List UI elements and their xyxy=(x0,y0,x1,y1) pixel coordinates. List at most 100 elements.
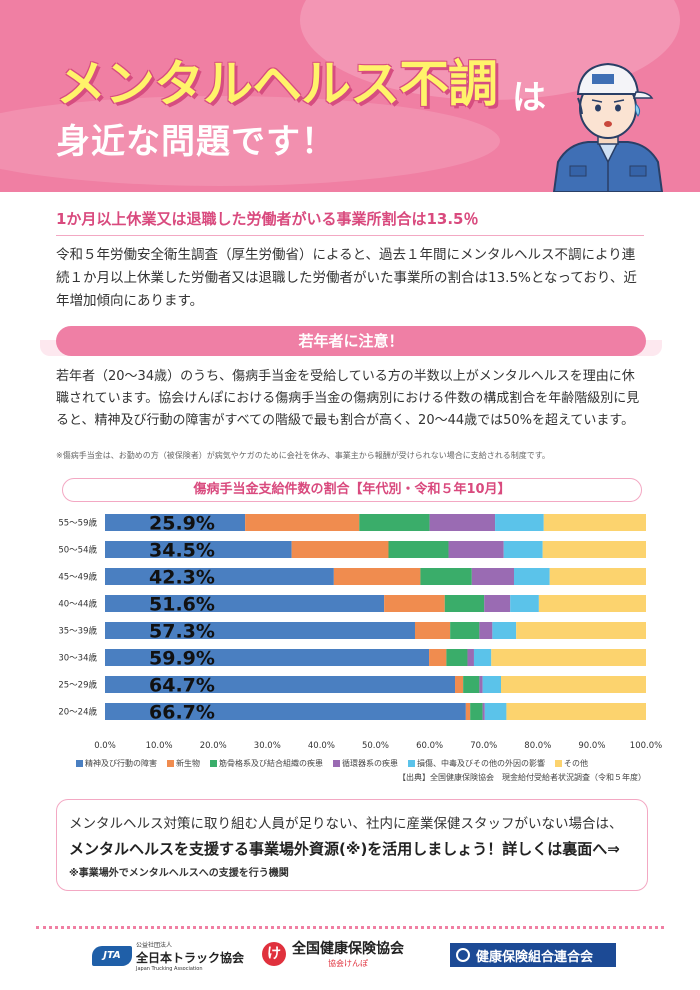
data-label: 59.9% xyxy=(149,648,215,670)
category-label: 50～54歳 xyxy=(58,545,97,556)
bar-segment xyxy=(482,703,485,720)
bar-segment xyxy=(448,541,504,558)
page-title: メンタルヘルス不調 xyxy=(56,55,498,113)
jta-logo: JTA 公益社団法人 全日本トラック協会 Japan Trucking Asso… xyxy=(92,940,244,972)
category-label: 20～24歳 xyxy=(58,707,97,718)
legend-swatch xyxy=(76,760,83,767)
data-label: 51.6% xyxy=(149,594,215,616)
bar-segment xyxy=(503,541,543,558)
bar-segment xyxy=(484,595,511,612)
bar-segment xyxy=(506,703,646,720)
dotted-divider xyxy=(36,926,664,929)
jta-mark-icon: JTA xyxy=(92,946,132,966)
kyokai-mark-icon: け xyxy=(262,941,286,966)
bar-segment xyxy=(470,703,483,720)
x-tick-label: 60.0% xyxy=(416,741,443,751)
page-title-particle: は xyxy=(512,78,546,118)
bar-segment xyxy=(359,514,430,531)
bar-segment xyxy=(105,649,430,666)
bar-segment xyxy=(471,568,514,585)
kyokai-name: 全国健康保険協会 xyxy=(292,941,404,957)
bar-segment xyxy=(455,676,464,693)
x-tick-label: 100.0% xyxy=(630,741,662,751)
legend-item: 循環器系の疾患 xyxy=(333,758,398,769)
bar-segment xyxy=(549,568,646,585)
data-label: 57.3% xyxy=(149,621,215,643)
bar-segment xyxy=(516,622,646,639)
bar-segment xyxy=(105,622,415,639)
bar-segment xyxy=(333,568,421,585)
x-tick-label: 80.0% xyxy=(524,741,551,751)
category-label: 25～29歳 xyxy=(58,680,97,691)
bar-segment xyxy=(105,703,466,720)
intro-paragraph: 令和５年労働安全衛生調査（厚生労働省）によると、過去１年間にメンタルヘルス不調に… xyxy=(56,247,637,309)
kyokai-sub: 協会けんぽ xyxy=(328,959,368,968)
bar-segment xyxy=(420,568,472,585)
legend-label: 損傷、中毒及びその他の外因の影響 xyxy=(417,759,545,768)
legend-swatch xyxy=(167,760,174,767)
header-wave xyxy=(0,96,500,186)
worker-illustration xyxy=(552,62,664,192)
bar-segment xyxy=(463,676,480,693)
bar-segment xyxy=(492,622,517,639)
kenporen-name: 健康保険組合連合会 xyxy=(476,949,594,965)
category-label: 45～49歳 xyxy=(58,572,97,583)
bar-segment xyxy=(388,541,449,558)
bar-segment xyxy=(245,514,360,531)
stacked-bar-chart: 55～59歳 25.9% 50～54歳 34.5% 45～49歳 42.3% 40～44歳 5… xyxy=(58,513,662,752)
legend-item: 損傷、中毒及びその他の外因の影響 xyxy=(408,758,545,769)
bar-segment xyxy=(444,595,485,612)
bar-segment xyxy=(491,649,646,666)
bar-segment xyxy=(291,541,389,558)
bar-segment xyxy=(105,595,385,612)
legend-label: 循環器系の疾患 xyxy=(342,759,398,768)
legend-label: 新生物 xyxy=(176,759,200,768)
bar-segment xyxy=(482,676,502,693)
data-label: 64.7% xyxy=(149,675,215,697)
legend-swatch xyxy=(408,760,415,767)
bar-segment xyxy=(465,703,471,720)
jta-small-text: 公益社団法人 xyxy=(136,942,173,949)
category-label: 40～44歳 xyxy=(58,599,97,610)
section-heading: 1か月以上休業又は退職した労働者がいる事業所割合は13.5％ xyxy=(56,208,644,236)
legend-swatch xyxy=(210,760,217,767)
category-label: 35～39歳 xyxy=(58,626,97,637)
legend-label: その他 xyxy=(564,759,588,768)
callout-box: メンタルヘルス対策に取り組む人員が足りない、社内に産業保健スタッフがいない場合は… xyxy=(56,799,648,891)
x-tick-label: 10.0% xyxy=(146,741,173,751)
bar-segment xyxy=(473,649,492,666)
x-tick-label: 70.0% xyxy=(470,741,497,751)
bar-segment xyxy=(467,649,474,666)
chart-source: 【出典】全国健康保険協会 現金給付受給者状況調査（令和５年度） xyxy=(398,773,646,782)
callout-line-1: メンタルヘルス対策に取り組む人員が足りない、社内に産業保健スタッフがいない場合は… xyxy=(69,816,623,832)
bar-segment xyxy=(429,514,496,531)
x-tick-label: 30.0% xyxy=(254,741,281,751)
bar-segment xyxy=(484,703,507,720)
callout-line-2: メンタルヘルスを支援する事業場外資源(※)を活用しましょう！詳しくは裏面へ⇒ xyxy=(69,840,620,858)
bar-segment xyxy=(510,595,539,612)
page-subtitle: 身近な問題です！ xyxy=(56,122,336,162)
bar-segment xyxy=(538,595,646,612)
x-tick-label: 90.0% xyxy=(578,741,605,751)
jta-english: Japan Trucking Association xyxy=(136,966,203,972)
legend-label: 筋骨格系及び結合組織の疾患 xyxy=(219,759,323,768)
kenporen-logo: 健康保険組合連合会 xyxy=(450,943,616,967)
category-label: 55～59歳 xyxy=(58,518,97,529)
legend-item: 筋骨格系及び結合組織の疾患 xyxy=(210,758,323,769)
data-label: 25.9% xyxy=(149,513,215,535)
warning-pill: 若年者に注意！ xyxy=(56,326,646,356)
x-tick-label: 50.0% xyxy=(362,741,389,751)
bar-segment xyxy=(105,541,292,558)
legend-item: 新生物 xyxy=(167,758,200,769)
bar-segment xyxy=(105,676,456,693)
category-label: 30～34歳 xyxy=(58,653,97,664)
legend-swatch xyxy=(333,760,340,767)
young-worker-paragraph: 若年者（20～34歳）のうち、傷病手当金を受給している方の半数以上がメンタルヘル… xyxy=(56,369,640,428)
bar-segment xyxy=(105,568,334,585)
bar-segment xyxy=(543,514,646,531)
header-banner: メンタルヘルス不調 は 身近な問題です！ xyxy=(0,0,700,192)
x-tick-label: 0.0% xyxy=(94,741,116,751)
x-tick-label: 20.0% xyxy=(200,741,227,751)
legend-label: 精神及び行動の障害 xyxy=(85,759,157,768)
bar-segment xyxy=(513,568,550,585)
